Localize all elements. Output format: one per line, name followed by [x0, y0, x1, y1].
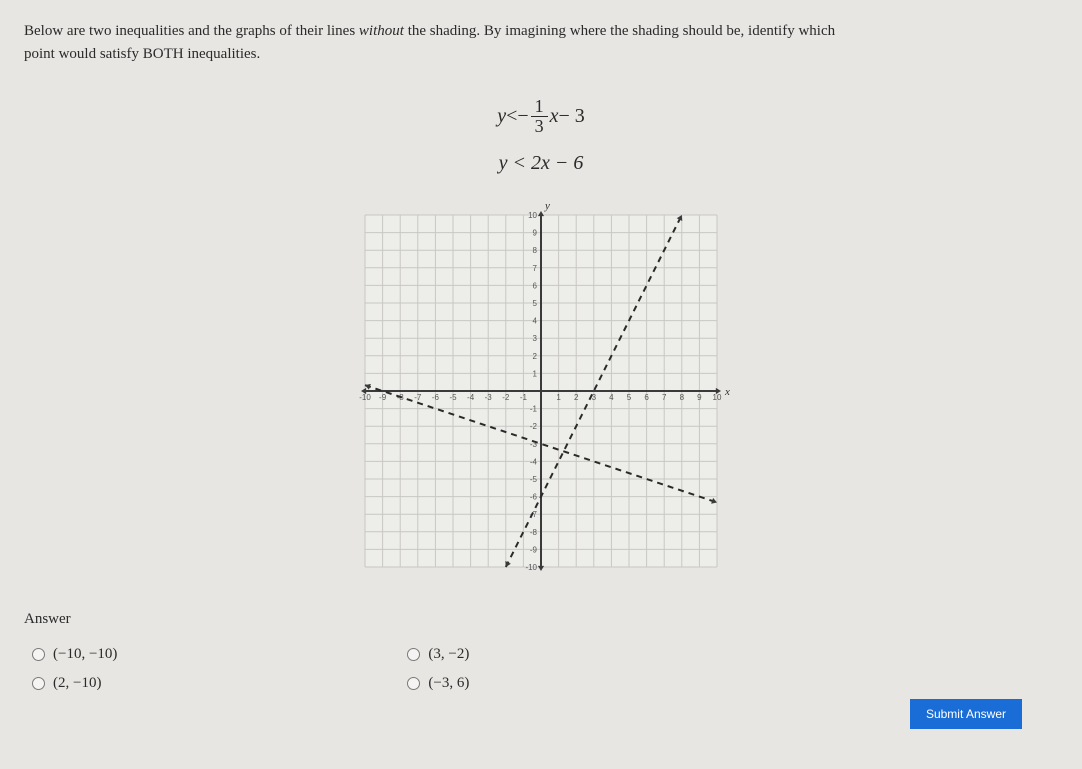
q-italic: without — [359, 23, 404, 39]
svg-text:4: 4 — [609, 393, 614, 402]
inequality-2: y < 2x − 6 — [499, 152, 584, 175]
svg-text:-10: -10 — [525, 563, 537, 572]
radio-icon — [407, 677, 420, 690]
radio-icon — [407, 648, 420, 661]
radio-icon — [32, 648, 45, 661]
eq1-fraction: 1 3 — [531, 97, 548, 136]
coordinate-graph: -10-9-8-7-6-5-4-3-2-112345678910-10-9-8-… — [351, 201, 731, 581]
svg-text:9: 9 — [697, 393, 702, 402]
svg-text:10: 10 — [713, 393, 722, 402]
eq1-neg: − — [517, 105, 528, 128]
eq2-text: y < 2x − 6 — [499, 152, 584, 175]
option-c-label: (3, −2) — [428, 646, 469, 663]
svg-text:3: 3 — [533, 334, 538, 343]
svg-text:1: 1 — [533, 369, 538, 378]
svg-text:x: x — [724, 386, 730, 398]
eq1-den: 3 — [531, 117, 548, 136]
svg-text:10: 10 — [528, 211, 537, 220]
svg-text:2: 2 — [533, 352, 538, 361]
svg-text:1: 1 — [556, 393, 561, 402]
svg-text:7: 7 — [662, 393, 667, 402]
svg-text:-4: -4 — [467, 393, 475, 402]
inequality-1: y < − 1 3 x − 3 — [497, 97, 585, 136]
eq1-rest: − 3 — [559, 105, 585, 128]
svg-text:-9: -9 — [379, 393, 387, 402]
svg-text:6: 6 — [533, 281, 538, 290]
graph-container: -10-9-8-7-6-5-4-3-2-112345678910-10-9-8-… — [24, 201, 1058, 581]
q-part1b: the shading. By imagining where the shad… — [404, 23, 835, 39]
svg-text:-6: -6 — [432, 393, 440, 402]
answer-options: (−10, −10) (2, −10) (3, −2) (−3, 6) — [24, 646, 1058, 692]
svg-text:2: 2 — [574, 393, 579, 402]
option-d[interactable]: (−3, 6) — [407, 675, 469, 692]
svg-text:8: 8 — [680, 393, 685, 402]
equations-block: y < − 1 3 x − 3 y < 2x − 6 — [24, 89, 1058, 183]
svg-text:-9: -9 — [530, 545, 538, 554]
eq1-var: x — [550, 105, 559, 128]
option-c[interactable]: (3, −2) — [407, 646, 469, 663]
svg-text:-4: -4 — [530, 457, 538, 466]
svg-text:5: 5 — [627, 393, 632, 402]
svg-text:y: y — [544, 201, 550, 212]
svg-text:-5: -5 — [530, 475, 538, 484]
answer-heading: Answer — [24, 611, 1058, 628]
svg-text:4: 4 — [533, 316, 538, 325]
option-d-label: (−3, 6) — [428, 675, 469, 692]
svg-text:8: 8 — [533, 246, 538, 255]
svg-text:-7: -7 — [414, 393, 422, 402]
question-text: Below are two inequalities and the graph… — [24, 20, 1044, 65]
q-part2: point would satisfy BOTH inequalities. — [24, 46, 260, 62]
option-a[interactable]: (−10, −10) — [32, 646, 117, 663]
radio-icon — [32, 677, 45, 690]
eq1-num: 1 — [531, 97, 548, 117]
svg-text:-6: -6 — [530, 492, 538, 501]
svg-text:-1: -1 — [520, 393, 528, 402]
submit-answer-button[interactable]: Submit Answer — [910, 699, 1022, 729]
svg-text:-3: -3 — [485, 393, 493, 402]
eq1-op: < — [506, 105, 517, 128]
option-b[interactable]: (2, −10) — [32, 675, 117, 692]
svg-text:6: 6 — [644, 393, 649, 402]
svg-text:7: 7 — [533, 264, 538, 273]
svg-text:-5: -5 — [449, 393, 457, 402]
svg-text:5: 5 — [533, 299, 538, 308]
svg-text:-1: -1 — [530, 404, 538, 413]
q-part1: Below are two inequalities and the graph… — [24, 23, 359, 39]
eq1-lhs: y — [497, 105, 506, 128]
svg-text:3: 3 — [592, 393, 597, 402]
svg-text:-2: -2 — [530, 422, 538, 431]
svg-text:-2: -2 — [502, 393, 510, 402]
svg-text:-10: -10 — [359, 393, 371, 402]
option-a-label: (−10, −10) — [53, 646, 117, 663]
svg-text:9: 9 — [533, 228, 538, 237]
svg-text:-8: -8 — [530, 528, 538, 537]
option-b-label: (2, −10) — [53, 675, 101, 692]
